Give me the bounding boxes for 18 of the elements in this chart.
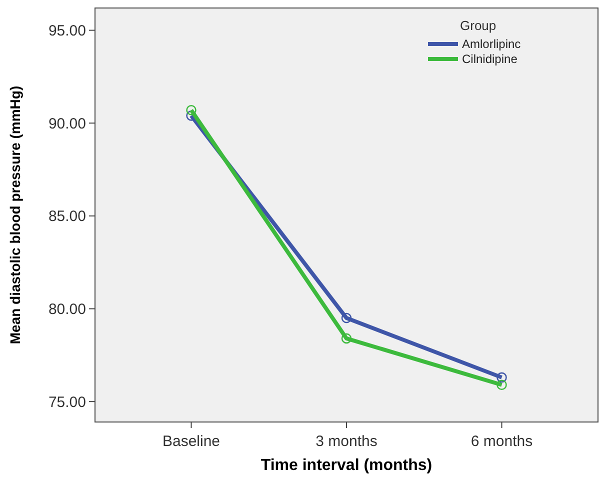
- x-tick-label: Baseline: [162, 433, 220, 450]
- point: [341, 333, 352, 344]
- x-tick-label: 6 months: [470, 433, 533, 450]
- y-tick-label: 95.00: [48, 22, 86, 40]
- y-tick-label: 85.00: [48, 208, 86, 226]
- x-tick-label: 3 months: [316, 433, 378, 450]
- y-tick-label: 80.00: [48, 301, 86, 318]
- legend-label: Cilnidipine: [462, 52, 518, 66]
- y-tick-label: 90.00: [48, 115, 86, 132]
- y-axis-title: Mean diastolic blood pressure (mmHg): [7, 86, 23, 344]
- y-tick-label: 75.00: [48, 394, 86, 411]
- point: [496, 380, 507, 390]
- point: [496, 372, 507, 383]
- legend-title: Group: [460, 18, 496, 33]
- point: [186, 104, 196, 116]
- point: [341, 312, 352, 324]
- legend-label: Amlorlipinc: [462, 37, 521, 52]
- x-axis-title: Time interval (months): [260, 457, 432, 474]
